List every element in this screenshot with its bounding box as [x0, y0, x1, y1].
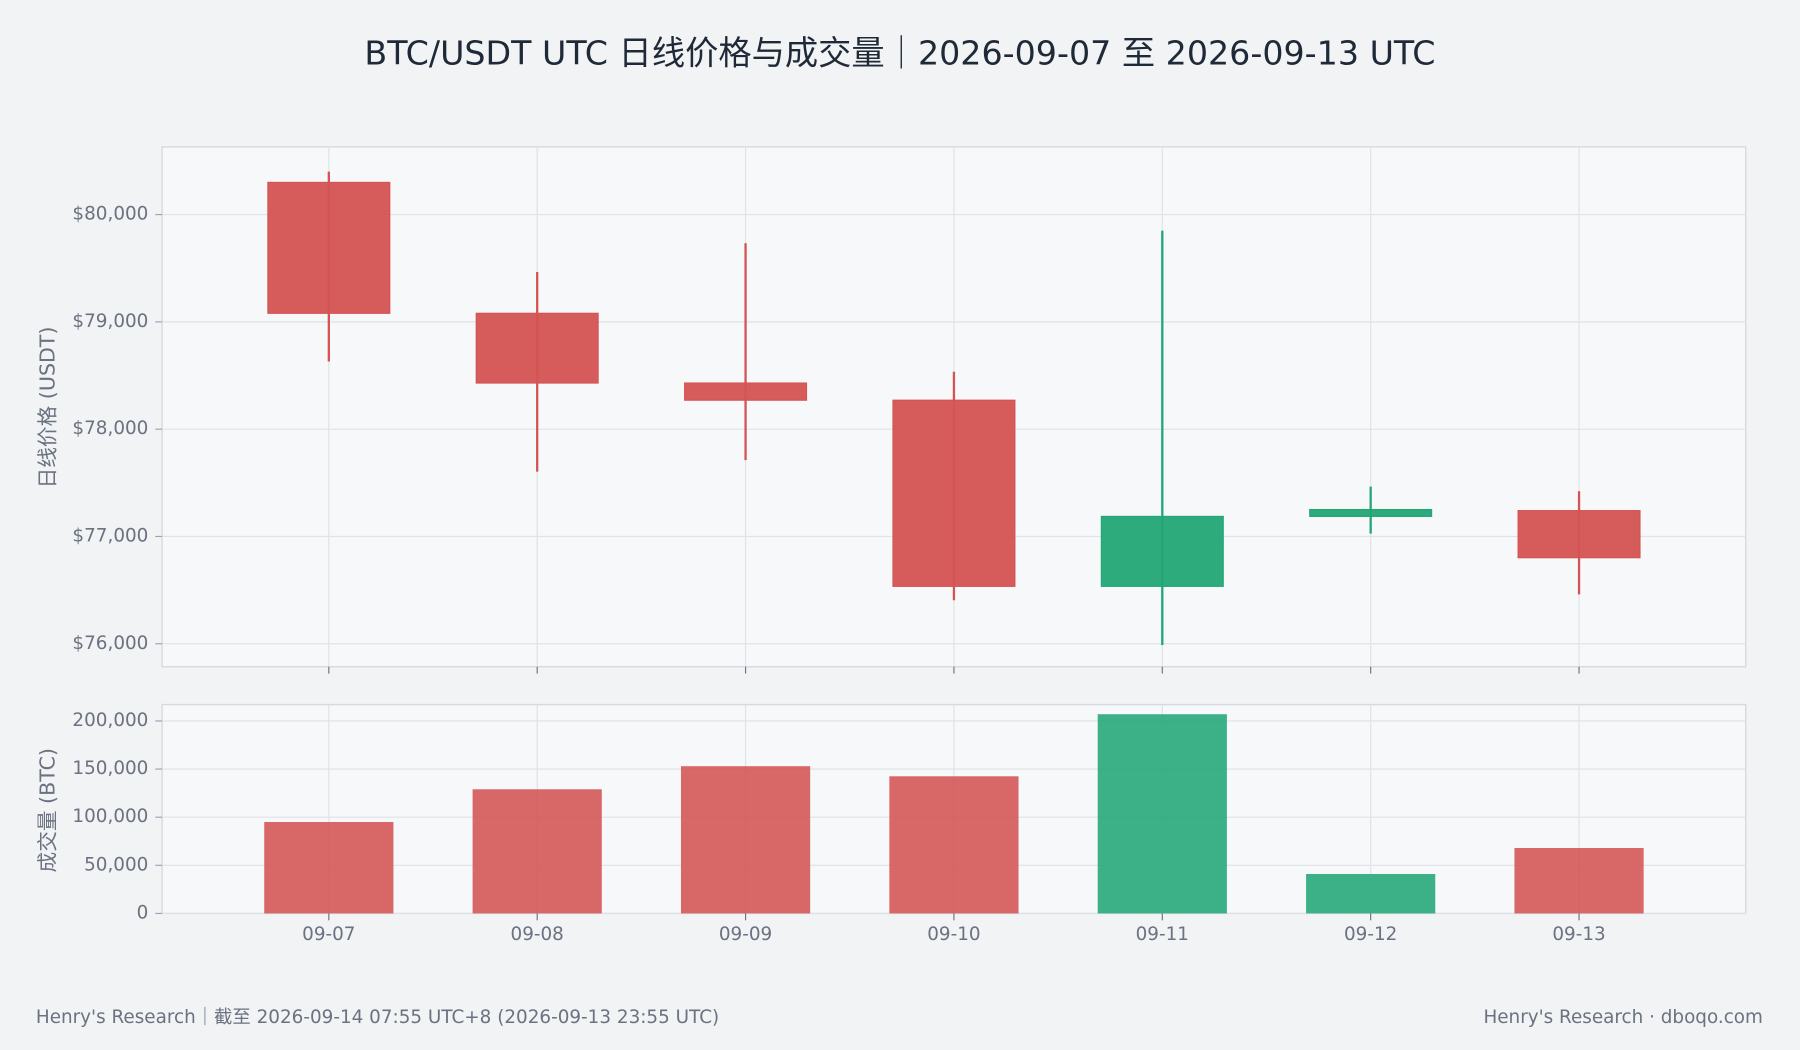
volume-tick-label: 50,000: [84, 854, 148, 875]
x-tick-label: 09-12: [1344, 924, 1397, 945]
x-tick-label: 09-08: [511, 924, 564, 945]
x-tick-label: 09-09: [719, 924, 772, 945]
x-tick-label: 09-13: [1552, 924, 1605, 945]
price-tick-label: $78,000: [72, 418, 148, 439]
volume-bar: [264, 822, 394, 914]
volume-bar: [889, 776, 1019, 914]
volume-bar: [680, 766, 811, 914]
volume-bar: [1097, 714, 1227, 914]
price-axis-label: 日线价格 (USDT): [36, 326, 60, 488]
volume-tick-label: 0: [137, 902, 149, 923]
price-tick-label: $79,000: [72, 311, 148, 332]
volume-axis-label: 成交量 (BTC): [36, 748, 60, 873]
volume-tick-label: 100,000: [72, 806, 148, 827]
chart-title: BTC/USDT UTC 日线价格与成交量｜2026-09-07 至 2026-…: [364, 34, 1435, 73]
price-tick-label: $77,000: [72, 525, 148, 546]
x-tick-label: 09-11: [1136, 924, 1189, 945]
volume-bar: [1306, 873, 1436, 914]
price-tick-label: $80,000: [72, 204, 148, 225]
x-tick-label: 09-10: [927, 924, 980, 945]
footer-left: Henry's Research｜截至 2026-09-14 07:55 UTC…: [36, 1006, 719, 1028]
volume-tick-label: 200,000: [72, 710, 148, 731]
x-tick-label: 09-07: [302, 924, 355, 945]
volume-bar: [472, 789, 602, 914]
price-tick-label: $76,000: [72, 633, 148, 654]
footer-right: Henry's Research · dboqo.com: [1483, 1007, 1762, 1028]
volume-bar: [1514, 847, 1644, 914]
volume-tick-label: 150,000: [72, 758, 148, 779]
